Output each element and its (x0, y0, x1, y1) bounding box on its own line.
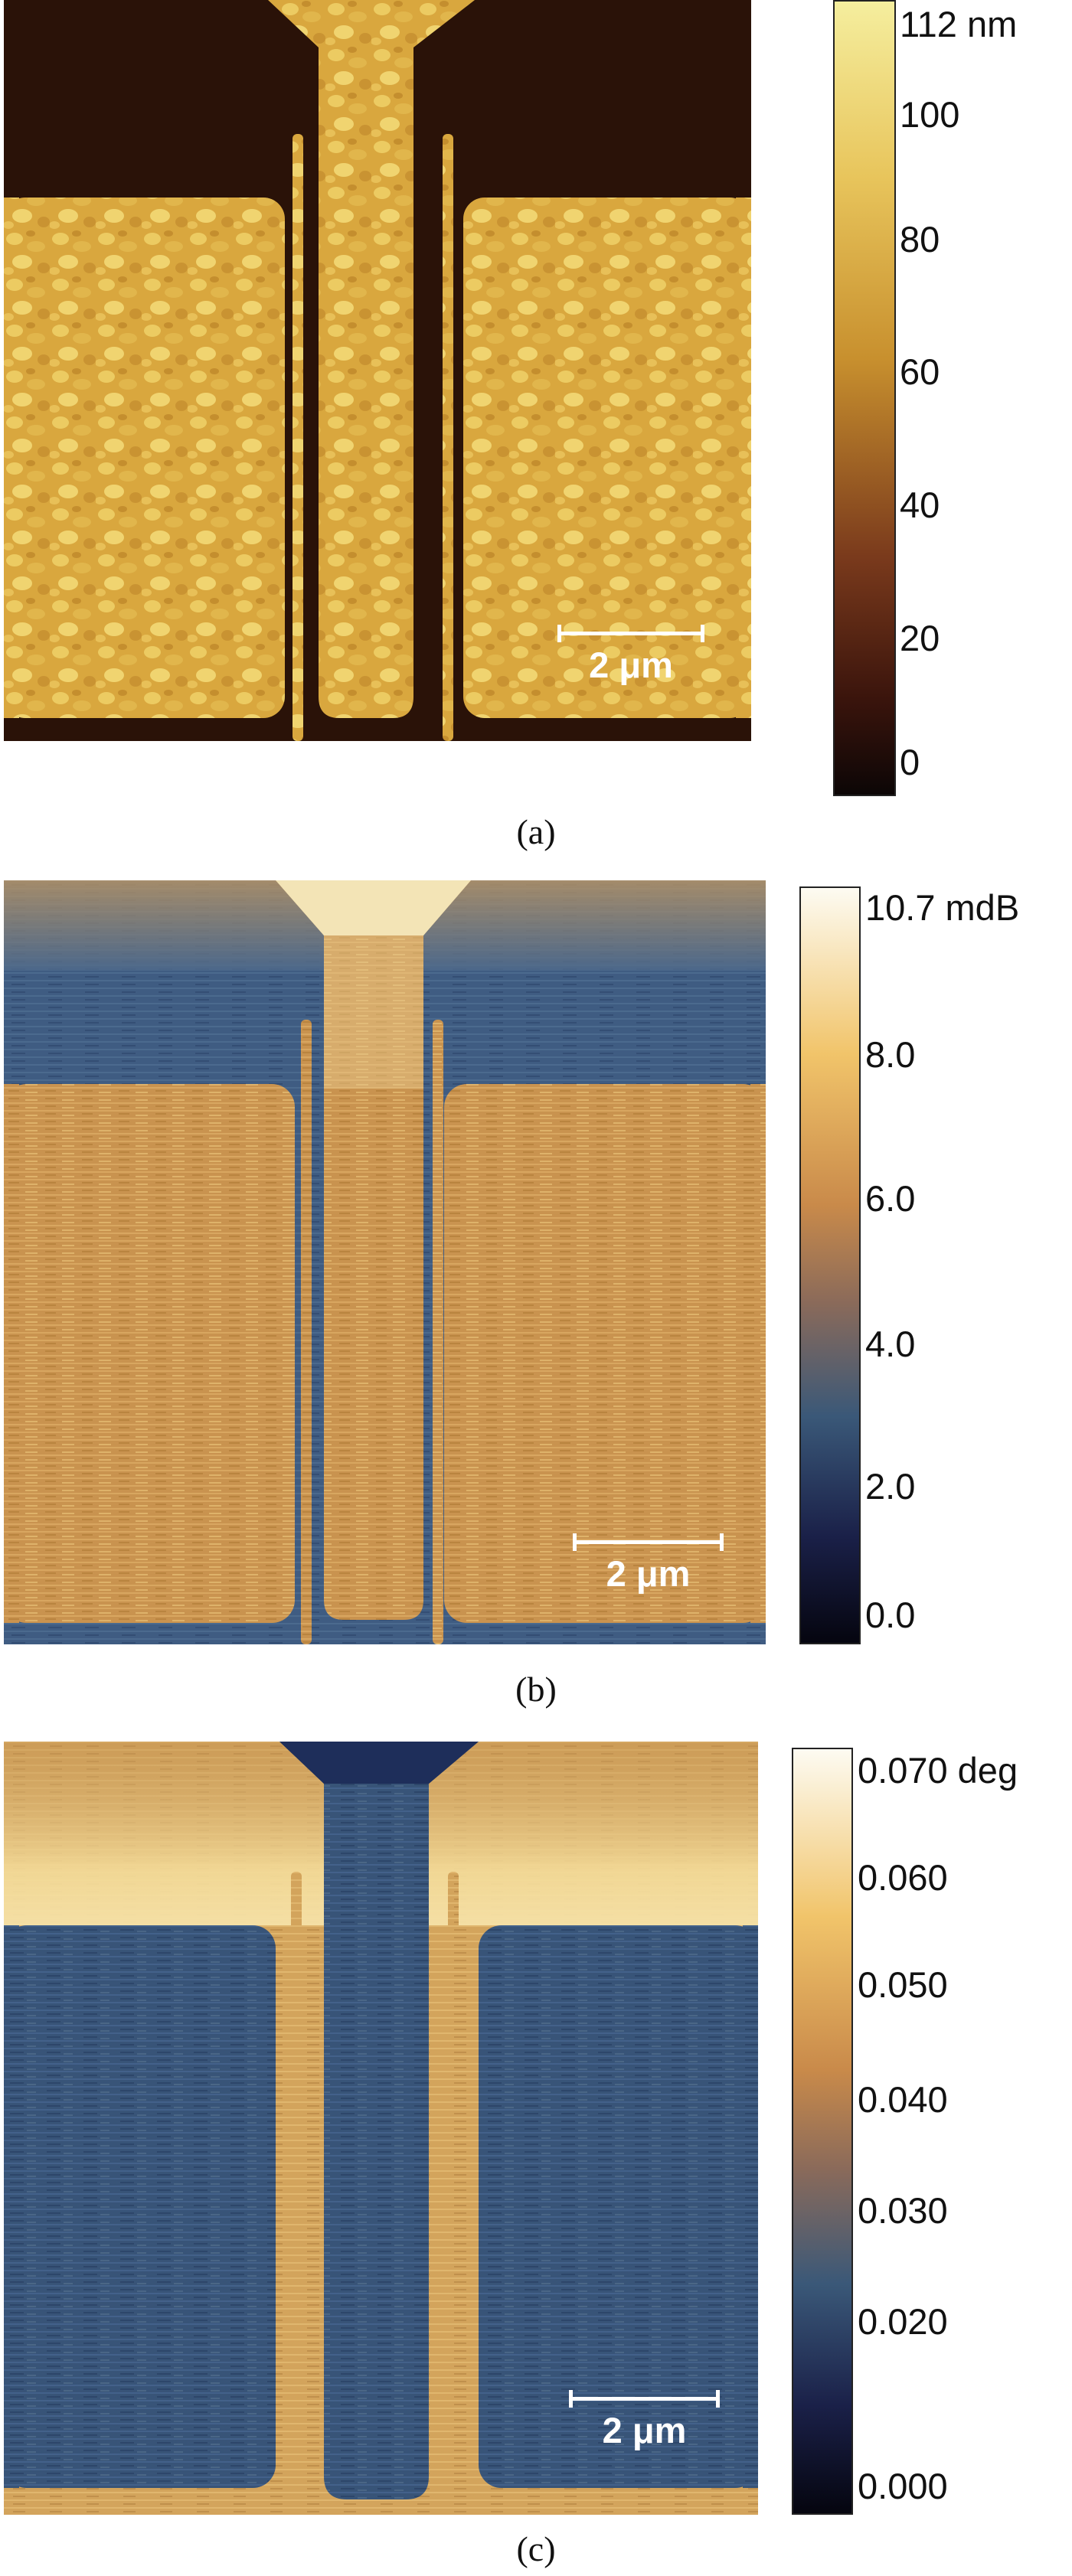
scale-bar: 2 μm (569, 2390, 720, 2450)
scale-bar-label: 2 μm (589, 645, 673, 685)
colorbar-tick: 0.0 (865, 1595, 916, 1635)
caption: (b) (515, 1670, 557, 1709)
right-wire (448, 1872, 459, 2515)
scale-bar: 2 μm (573, 1533, 724, 1594)
colorbar-tick: 0.000 (858, 2466, 948, 2506)
afm-topography-image: 2 μm (4, 0, 751, 741)
scale-bar-label: 2 μm (602, 2410, 687, 2450)
left-pad (4, 198, 285, 718)
center-strip (279, 1742, 479, 2499)
colorbar-tick: 0.050 (858, 1964, 948, 2005)
left-pad (4, 1084, 295, 1623)
phase-map (4, 1742, 758, 2515)
colorbar-tick: 100 (900, 94, 960, 135)
left-wire (291, 1872, 302, 2515)
right-wire (443, 134, 453, 741)
colorbar-tick: 0.030 (858, 2190, 948, 2231)
right-wire (433, 1020, 443, 1644)
colorbar-tick: 0.040 (858, 2079, 948, 2120)
colorbar-top-label: 112 nm (900, 4, 1018, 44)
center-strip (268, 0, 475, 718)
left-pad (4, 1925, 276, 2488)
colorbar-tick: 0 (900, 742, 920, 782)
microwave-loss-image: 2 μm (4, 880, 766, 1644)
colorbar-top-label: 10.7 mdB (865, 887, 1020, 928)
phase-image: 2 μm (4, 1742, 758, 2515)
left-wire (293, 134, 303, 741)
colorbar (833, 0, 896, 796)
colorbar-tick: 4.0 (865, 1324, 916, 1364)
colorbar-tick: 40 (900, 485, 940, 525)
colorbar-tick: 0.020 (858, 2301, 948, 2342)
colorbar-tick: 80 (900, 219, 940, 260)
topography-map (4, 0, 751, 741)
right-pad (479, 1925, 758, 2488)
panel-b: 2 μm 10.7 mdB 8.0 6.0 4.0 2.0 0.0 (b) (0, 880, 1072, 1734)
colorbar-tick: 6.0 (865, 1178, 916, 1219)
right-pad (444, 1084, 766, 1623)
right-pad (463, 198, 751, 718)
scale-bar: 2 μm (557, 625, 704, 685)
colorbar (799, 886, 861, 1644)
panel-a: 2 μm 112 nm 100 80 60 40 20 0 (a) (0, 0, 1072, 861)
colorbar (792, 1748, 853, 2515)
caption: (a) (516, 812, 556, 851)
left-wire (301, 1020, 312, 1644)
colorbar-tick: 60 (900, 351, 940, 392)
colorbar-tick: 0.060 (858, 1857, 948, 1898)
caption: (c) (516, 2529, 556, 2568)
loss-map (4, 880, 766, 1644)
colorbar-tick: 2.0 (865, 1466, 916, 1507)
colorbar-top-label: 0.070 deg (858, 1750, 1018, 1791)
scale-bar-label: 2 μm (606, 1553, 691, 1594)
colorbar-tick: 20 (900, 618, 940, 658)
colorbar-tick: 8.0 (865, 1034, 916, 1075)
panel-c: 2 μm 0.070 deg 0.060 0.050 0.040 0.030 0… (0, 1742, 1072, 2576)
